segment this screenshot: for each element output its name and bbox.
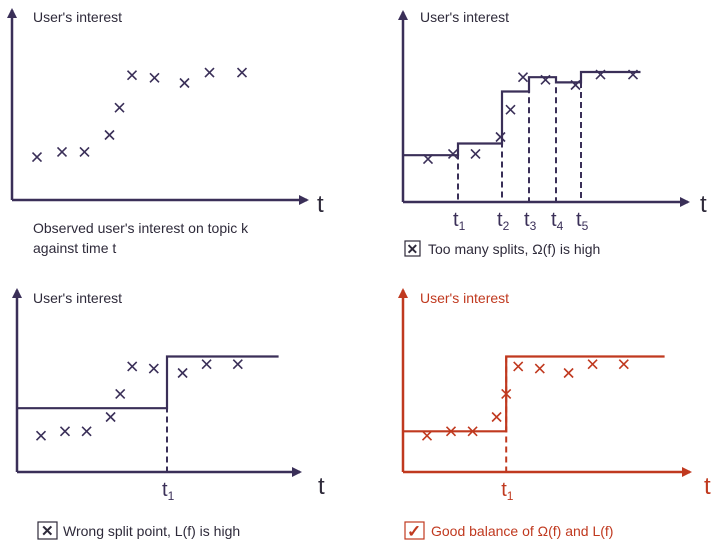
data-point-x-mark [422, 154, 434, 165]
x-axis-label: t [317, 191, 324, 218]
data-point-x-mark [59, 426, 71, 437]
data-point-x-mark [563, 367, 574, 379]
y-axis-label: User's interest [33, 9, 122, 25]
data-point-x-mark [31, 152, 43, 163]
data-point-x-mark [115, 388, 126, 399]
y-axis-label: User's interest [420, 9, 509, 25]
data-point-x-mark [513, 361, 524, 372]
split-label-subscript: 1 [507, 489, 514, 503]
step-function [403, 355, 665, 433]
split-label-t: t [453, 209, 459, 231]
split-label: t1 [501, 479, 514, 503]
y-axis-label: User's interest [33, 290, 122, 306]
split-label: t1 [162, 479, 175, 503]
data-point-x-mark [81, 426, 92, 437]
cross-box-icon [37, 521, 58, 540]
panel-too-many-splits-marks: t1 t2 t3 t4 t5 [398, 10, 690, 233]
data-point-x-mark [447, 148, 459, 159]
data-point-x-mark [491, 411, 502, 423]
check-box-icon [404, 521, 425, 540]
data-point-x-mark [534, 363, 545, 374]
panel-observed: User's interest t Observed user's intere… [33, 9, 324, 256]
data-point-x-mark [56, 146, 68, 157]
data-point-x-mark [236, 67, 248, 78]
data-point-x-mark [148, 363, 159, 374]
split-label-subscript: 2 [503, 219, 510, 233]
panel-too-many-splits: User's interest t ✕ Too many splits, Ω(f… [404, 9, 707, 257]
caption-line-1: Observed user's interest on topic k [33, 220, 249, 236]
data-point-x-mark [149, 72, 160, 83]
caption: Too many splits, Ω(f) is high [428, 241, 600, 257]
data-point-x-mark [232, 359, 243, 370]
cross-mark: ✕ [41, 523, 54, 540]
check-mark: ✓ [407, 522, 421, 541]
caption-line-2: against time t [33, 240, 116, 256]
data-point-x-mark [127, 361, 138, 372]
split-label-subscript: 1 [459, 219, 466, 233]
data-point-x-mark [445, 426, 457, 437]
data-point-x-mark [114, 102, 125, 113]
split-label-subscript: 3 [530, 219, 537, 233]
caption: Wrong split point, L(f) is high [63, 523, 240, 539]
panel-good-balance-marks: t1 [398, 288, 692, 503]
data-point-x-mark [587, 359, 598, 370]
cross-mark: ✕ [407, 241, 419, 257]
split-label-subscript: 5 [582, 219, 589, 233]
x-axis-label: t [704, 473, 711, 500]
data-point-x-mark [177, 367, 188, 379]
split-label-t: t [497, 209, 503, 231]
split-label: t5 [576, 209, 589, 233]
data-point-x-mark [79, 146, 90, 157]
data-point-x-mark [104, 129, 115, 141]
split-label-t: t [162, 479, 168, 501]
data-point-x-mark [470, 148, 481, 159]
data-point-x-mark [505, 104, 516, 115]
data-point-x-mark [105, 411, 116, 423]
split-label: t1 [453, 209, 466, 233]
step-function [403, 70, 641, 157]
split-label-t: t [576, 209, 582, 231]
data-point-x-mark [517, 72, 529, 83]
data-point-x-mark [467, 426, 478, 437]
split-label-t: t [501, 479, 507, 501]
panel-good-balance: User's interest t ✓ Good balance of Ω(f)… [404, 290, 711, 541]
caption: Good balance of Ω(f) and L(f) [431, 523, 613, 539]
data-point-x-mark [204, 67, 215, 78]
panel-wrong-split: User's interest t ✕ Wrong split point, L… [33, 290, 325, 540]
split-label: t2 [497, 209, 510, 233]
data-point-x-mark [495, 131, 506, 143]
split-label-subscript: 1 [168, 489, 175, 503]
split-label: t4 [551, 209, 564, 233]
step-function [17, 355, 279, 410]
panel-observed-marks [6, 8, 309, 205]
split-label-t: t [551, 209, 557, 231]
data-point-x-mark [201, 359, 212, 370]
x-axis-label: t [700, 191, 707, 218]
cross-box-icon [404, 240, 421, 257]
data-point-x-mark [126, 70, 138, 81]
data-point-x-mark [35, 430, 47, 441]
data-point-x-mark [627, 69, 639, 80]
data-point-x-mark [501, 388, 512, 399]
data-point-x-mark [618, 359, 629, 370]
panel-wrong-split-marks: t1 [12, 288, 302, 503]
data-point-x-mark [595, 69, 606, 80]
data-point-x-mark [421, 430, 433, 441]
split-label-subscript: 4 [557, 219, 564, 233]
x-axis-label: t [318, 473, 325, 500]
split-label: t3 [524, 209, 537, 233]
y-axis-label: User's interest [420, 290, 509, 306]
data-point-x-mark [179, 77, 190, 89]
split-label-t: t [524, 209, 530, 231]
data-point-x-mark [540, 74, 551, 85]
data-point-x-mark [570, 79, 581, 91]
